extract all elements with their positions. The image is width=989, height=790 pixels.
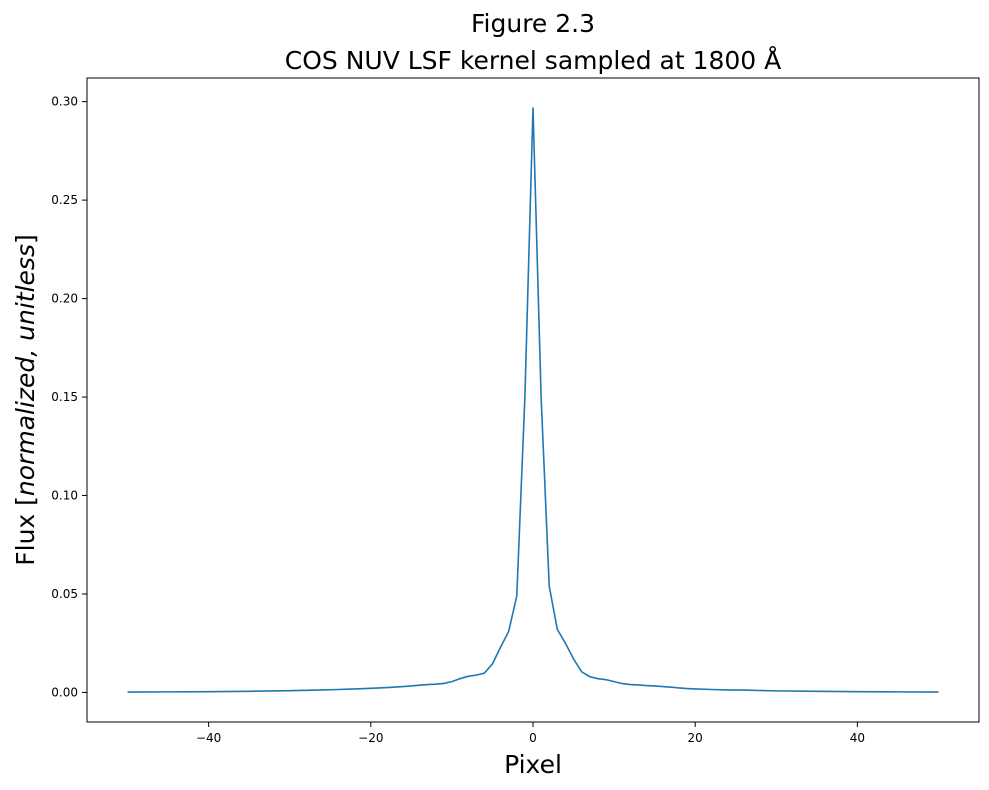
y-tick-label: 0.30: [51, 95, 78, 109]
y-axis-ticks: 0.00 0.05 0.10 0.15 0.20 0.25 0.30: [51, 95, 87, 699]
y-tick-label: 0.25: [51, 193, 78, 207]
x-tick-label: −40: [196, 731, 221, 745]
x-axis-ticks: −40 −20 0 20 40: [196, 722, 865, 745]
plot-frame: [86, 77, 980, 723]
chart-title-line1: Figure 2.3: [471, 9, 595, 38]
x-tick-label: 40: [850, 731, 865, 745]
x-tick-label: −20: [358, 731, 383, 745]
y-tick-label: 0.20: [51, 292, 78, 306]
x-axis-label: Pixel: [504, 750, 562, 779]
y-tick-label: 0.05: [51, 587, 78, 601]
y-tick-label: 0.10: [51, 489, 78, 503]
y-tick-label: 0.00: [51, 685, 78, 699]
x-tick-label: 0: [529, 731, 537, 745]
x-tick-label: 20: [688, 731, 703, 745]
chart-title-line2: COS NUV LSF kernel sampled at 1800 Å: [285, 46, 782, 75]
y-tick-label: 0.15: [51, 390, 78, 404]
y-axis-label: Flux [normalized, unitless]: [11, 234, 40, 566]
lsf-series-line: [127, 107, 939, 693]
